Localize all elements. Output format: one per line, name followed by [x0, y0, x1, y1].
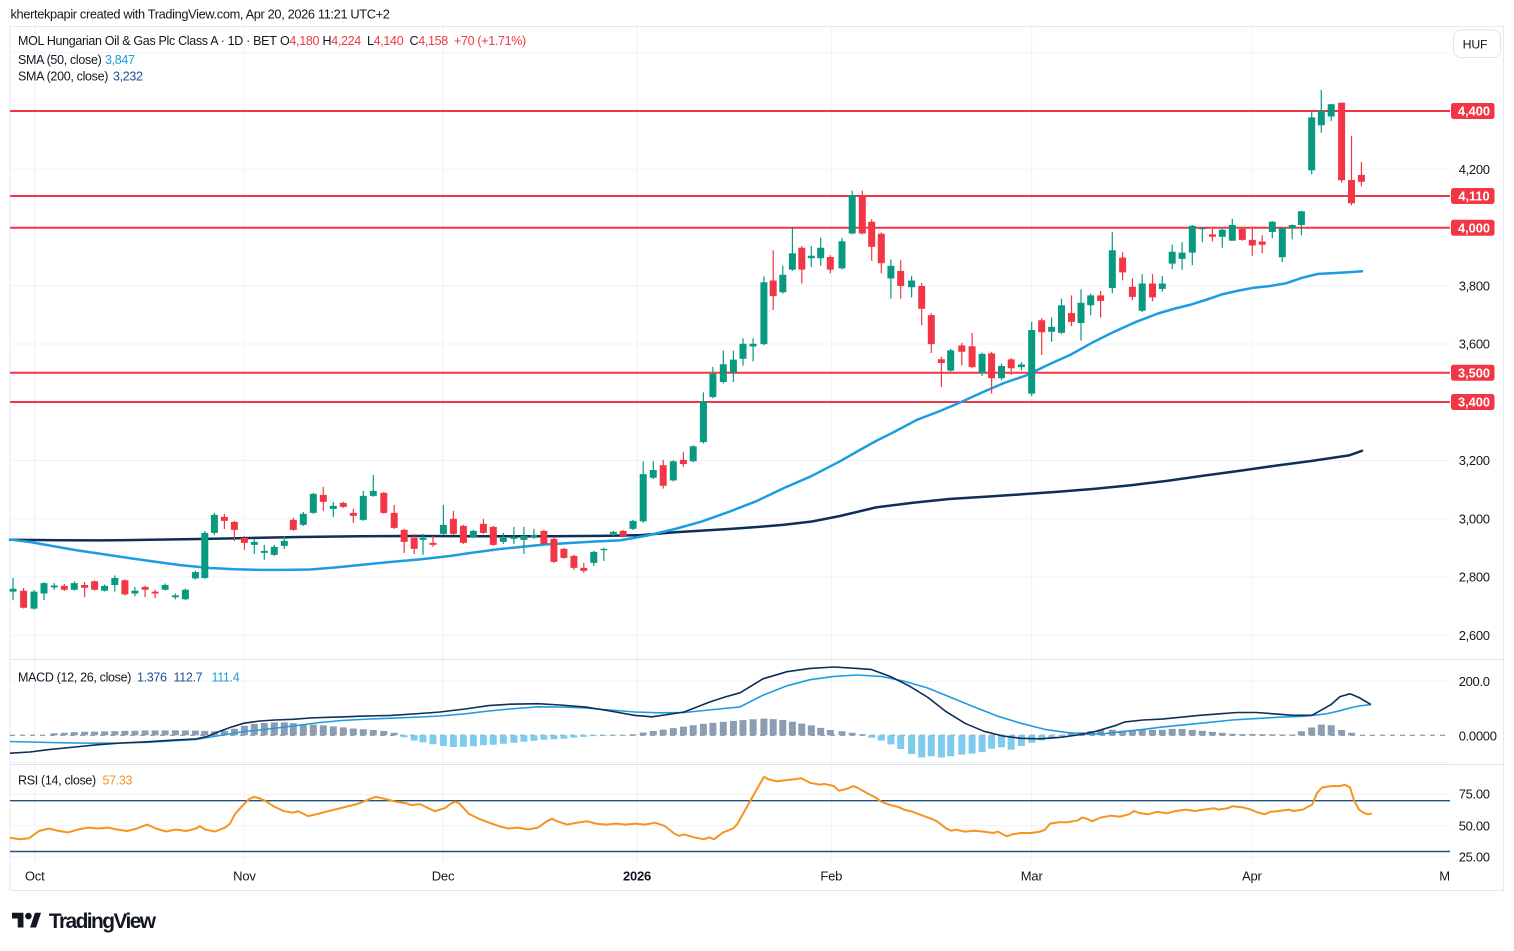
svg-text:O4,180: O4,180	[280, 34, 319, 48]
svg-text:RSI (14, close): RSI (14, close)	[18, 774, 96, 788]
svg-text:Feb: Feb	[820, 869, 842, 884]
svg-text:MACD (12, 26, close): MACD (12, 26, close)	[18, 671, 131, 685]
svg-text:2026: 2026	[623, 869, 651, 884]
svg-text:1.376: 1.376	[137, 671, 167, 685]
svg-text:Dec: Dec	[432, 869, 455, 884]
svg-text:khertekpapir created with Trad: khertekpapir created with TradingView.co…	[11, 7, 390, 22]
svg-text:50.00: 50.00	[1459, 818, 1490, 833]
svg-text:Oct: Oct	[25, 869, 45, 884]
svg-text:0.0000: 0.0000	[1459, 728, 1497, 743]
svg-text:HUF: HUF	[1463, 37, 1488, 51]
svg-text:4,400: 4,400	[1458, 104, 1490, 119]
svg-text:H4,224: H4,224	[323, 34, 362, 48]
svg-text:4,200: 4,200	[1459, 162, 1490, 177]
svg-text:MOL Hungarian Oil & Gas Plc Cl: MOL Hungarian Oil & Gas Plc Class A · 1D…	[18, 34, 277, 48]
svg-text:SMA (50, close): SMA (50, close)	[18, 53, 102, 67]
svg-text:SMA (200, close): SMA (200, close)	[18, 70, 108, 84]
svg-text:4,110: 4,110	[1458, 189, 1489, 204]
svg-text:Nov: Nov	[233, 869, 256, 884]
svg-text:3,200: 3,200	[1459, 453, 1490, 468]
svg-text:L4,140: L4,140	[367, 34, 404, 48]
svg-text:200.0: 200.0	[1459, 674, 1490, 689]
svg-text:3,000: 3,000	[1459, 511, 1490, 526]
svg-text:Mar: Mar	[1021, 869, 1044, 884]
svg-text:Apr: Apr	[1242, 869, 1263, 884]
svg-text:M: M	[1439, 869, 1450, 884]
svg-text:25.00: 25.00	[1459, 850, 1490, 865]
svg-text:C4,158: C4,158	[410, 34, 449, 48]
svg-text:3,500: 3,500	[1458, 365, 1490, 380]
svg-text:4,000: 4,000	[1458, 220, 1490, 235]
svg-text:111.4: 111.4	[212, 671, 240, 685]
svg-text:75.00: 75.00	[1459, 786, 1490, 801]
svg-text:112.7: 112.7	[174, 671, 203, 685]
svg-text:3,847: 3,847	[105, 53, 135, 67]
svg-text:3,600: 3,600	[1459, 337, 1490, 352]
svg-text:57.33: 57.33	[103, 774, 133, 788]
svg-text:2,600: 2,600	[1459, 628, 1490, 643]
svg-text:3,232: 3,232	[113, 70, 143, 84]
svg-text:TradingView: TradingView	[49, 910, 157, 933]
svg-text:3,800: 3,800	[1459, 278, 1490, 293]
svg-text:3,400: 3,400	[1458, 395, 1490, 410]
svg-text:2,800: 2,800	[1459, 570, 1490, 585]
svg-text:+70 (+1.71%): +70 (+1.71%)	[454, 34, 526, 48]
